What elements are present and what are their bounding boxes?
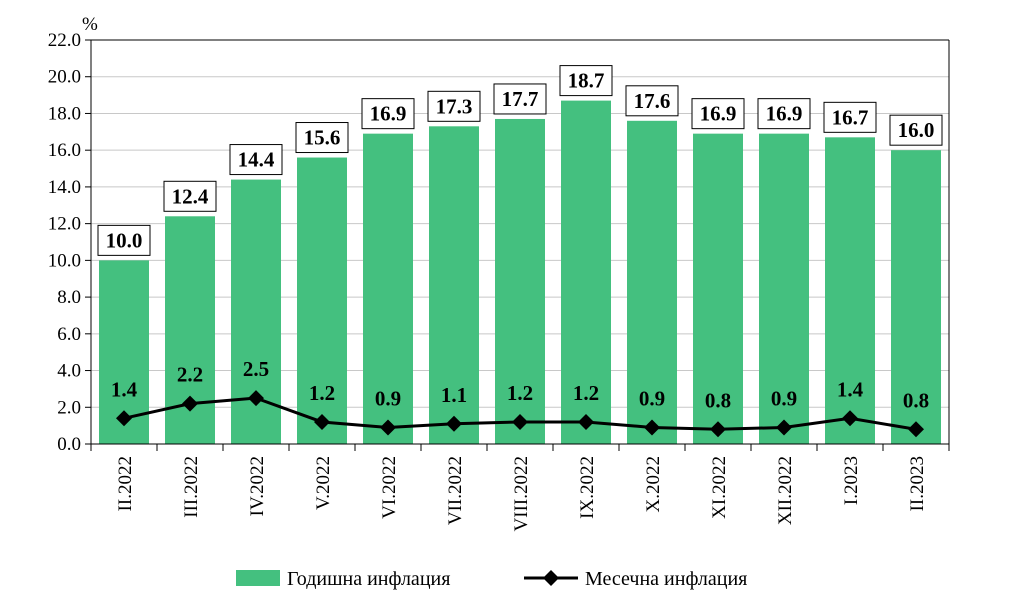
y-tick-label: 4.0 — [57, 361, 81, 382]
line-point-marker — [776, 419, 792, 436]
bar-value-label: 17.3 — [436, 94, 473, 118]
line-value-label: 2.5 — [243, 357, 269, 381]
line-value-label: 1.1 — [441, 383, 467, 407]
bar-value-label: 15.6 — [304, 126, 341, 150]
x-tick-label: I.2023 — [841, 456, 862, 505]
bar-value-label: 16.9 — [370, 102, 407, 126]
y-tick-label: 12.0 — [48, 214, 81, 235]
line-point-marker — [908, 421, 924, 438]
line-point-marker — [314, 413, 330, 430]
bar — [759, 133, 809, 444]
line-point-marker — [446, 415, 462, 432]
line-point-marker — [644, 419, 660, 436]
bar-value-label: 17.7 — [502, 87, 539, 111]
bar — [891, 150, 941, 444]
bar-value-label: 18.7 — [568, 69, 605, 93]
bar — [495, 118, 545, 445]
x-tick-label: IV.2022 — [247, 456, 268, 516]
line-value-label: 1.2 — [573, 381, 599, 405]
x-tick-label: XI.2022 — [709, 456, 730, 519]
bar-value-box — [295, 122, 349, 154]
line-value-label: 0.8 — [705, 388, 731, 412]
line-point-marker — [248, 390, 264, 407]
legend-label-bar: Годишна инфлация — [287, 568, 450, 590]
bar-value-box — [229, 144, 283, 176]
legend-label-line: Месечна инфлация — [585, 568, 747, 590]
line-point-marker — [512, 413, 528, 430]
y-tick-label: 20.0 — [48, 67, 81, 88]
bar-value-box — [97, 224, 151, 256]
bar-value-label: 16.0 — [898, 118, 935, 142]
bar — [627, 120, 677, 445]
bar-value-label: 12.4 — [172, 184, 209, 208]
bar-value-label: 10.0 — [106, 228, 143, 252]
x-tick-label: III.2022 — [181, 456, 202, 518]
y-unit-label: % — [82, 14, 98, 35]
line-value-label: 1.2 — [309, 381, 335, 405]
bar-value-box — [889, 114, 943, 146]
bar — [297, 157, 347, 444]
line-value-label: 0.9 — [771, 386, 797, 410]
legend-swatch-marker — [543, 570, 559, 586]
x-tick-label: IX.2022 — [577, 456, 598, 519]
line-value-label: 0.9 — [375, 386, 401, 410]
x-tick-label: VI.2022 — [379, 456, 400, 519]
line-point-marker — [380, 419, 396, 436]
line-point-marker — [578, 413, 594, 430]
line-point-marker — [116, 410, 132, 427]
line-point-marker — [182, 395, 198, 412]
bar — [825, 137, 875, 444]
bar — [693, 133, 743, 444]
y-tick-label: 6.0 — [57, 324, 81, 345]
bar-value-box — [427, 90, 481, 122]
bar-value-box — [361, 98, 415, 130]
y-tick-label: 0.0 — [57, 434, 81, 455]
y-tick-label: 2.0 — [57, 397, 81, 418]
bar-value-label: 16.7 — [832, 105, 869, 129]
line-value-label: 1.2 — [507, 381, 533, 405]
bar — [561, 100, 611, 444]
x-tick-label: VIII.2022 — [511, 456, 532, 531]
bar-value-box — [757, 98, 811, 130]
x-tick-label: XII.2022 — [775, 456, 796, 525]
x-tick-label: II.2022 — [115, 456, 136, 511]
line-value-label: 1.4 — [111, 377, 138, 401]
y-tick-label: 10.0 — [48, 250, 81, 271]
bar-value-label: 16.9 — [766, 102, 803, 126]
bar-value-label: 17.6 — [634, 89, 671, 113]
bar-value-box — [163, 180, 217, 212]
y-tick-label: 14.0 — [48, 177, 81, 198]
line-point-marker — [842, 410, 858, 427]
y-tick-label: 16.0 — [48, 140, 81, 161]
legend-swatch-bar — [236, 570, 280, 586]
bar-value-box — [625, 85, 679, 117]
line-value-label: 2.2 — [177, 363, 203, 387]
bar — [429, 126, 479, 445]
bar-value-label: 14.4 — [238, 148, 275, 172]
x-tick-label: VII.2022 — [445, 456, 466, 525]
x-tick-label: X.2022 — [643, 456, 664, 512]
line-value-label: 0.8 — [903, 388, 929, 412]
bar-value-box — [559, 65, 613, 97]
bar-value-label: 16.9 — [700, 102, 737, 126]
line-point-marker — [710, 421, 726, 438]
x-tick-label: V.2022 — [313, 456, 334, 510]
y-tick-label: 8.0 — [57, 287, 81, 308]
line-value-label: 0.9 — [639, 386, 665, 410]
bar-value-box — [691, 98, 745, 130]
bar-value-box — [823, 101, 877, 133]
line-value-label: 1.4 — [837, 377, 864, 401]
bar — [363, 133, 413, 444]
y-tick-label: 18.0 — [48, 103, 81, 124]
x-tick-label: II.2023 — [907, 456, 928, 511]
y-tick-label: 22.0 — [48, 30, 81, 51]
bar-value-box — [493, 83, 547, 115]
